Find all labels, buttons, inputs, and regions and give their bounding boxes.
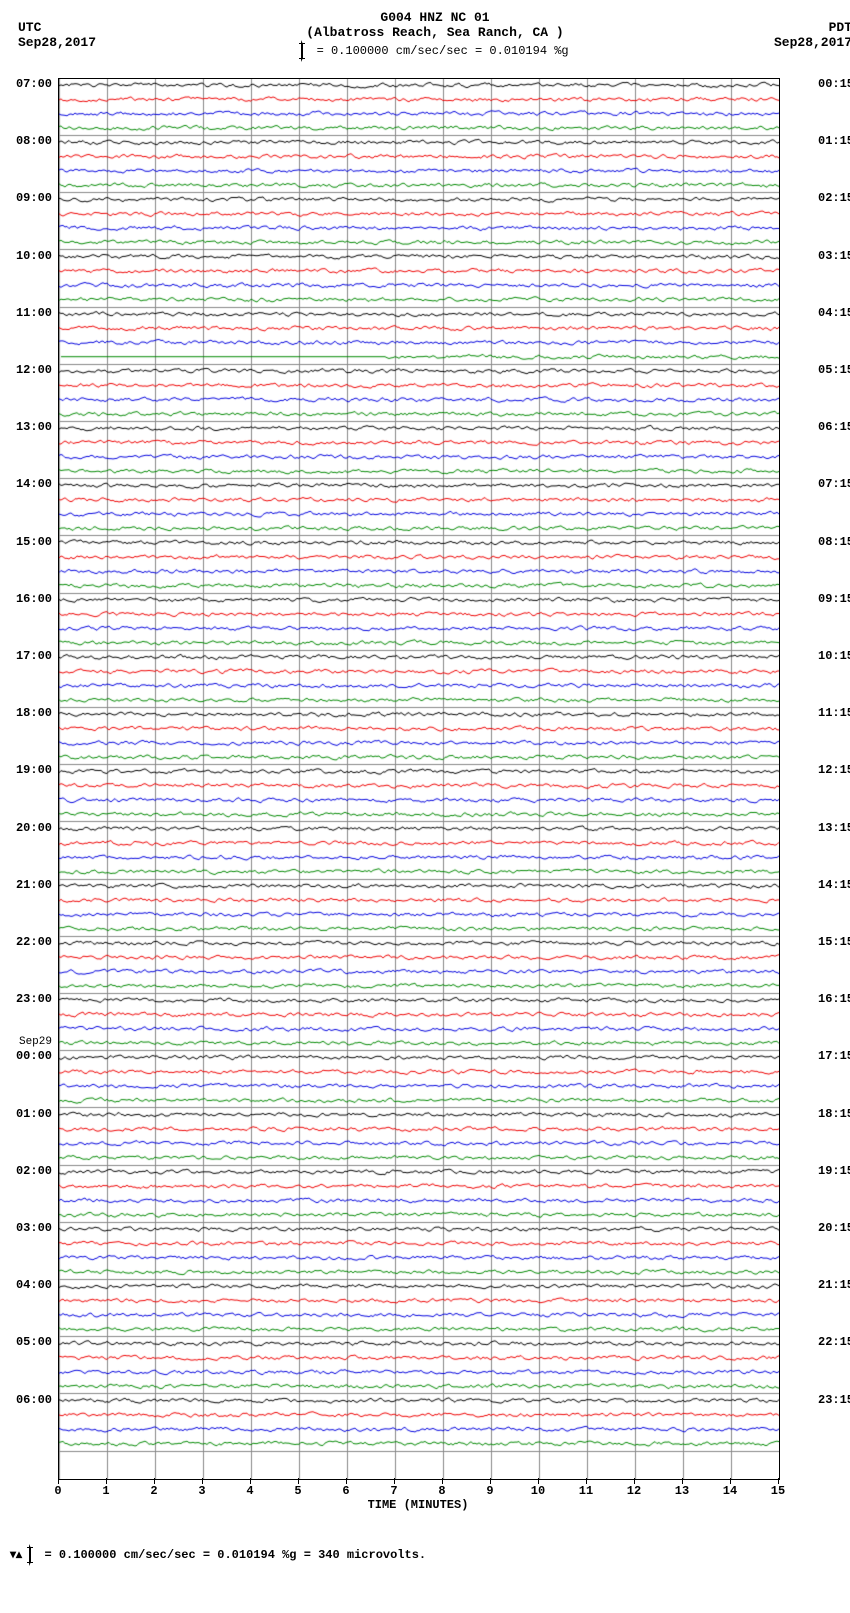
right-time-label: 03:15	[818, 250, 850, 262]
right-time-label: 10:15	[818, 650, 850, 662]
right-time-label: 19:15	[818, 1165, 850, 1177]
scale-text: = 0.100000 cm/sec/sec = 0.010194 %g	[309, 44, 568, 58]
scale-bar-icon	[29, 1544, 33, 1566]
left-time-label: 13:00	[10, 421, 52, 433]
left-time-label: 08:00	[10, 135, 52, 147]
right-time-label: 17:15	[818, 1050, 850, 1062]
right-time-label: 11:15	[818, 707, 850, 719]
x-tick-label: 5	[294, 1484, 301, 1498]
left-time-label: 01:00	[10, 1108, 52, 1120]
tz-right: PDT	[774, 20, 850, 35]
footer-text: = 0.100000 cm/sec/sec = 0.010194 %g = 34…	[37, 1548, 426, 1562]
right-time-label: 12:15	[818, 764, 850, 776]
x-tick-label: 11	[579, 1484, 593, 1498]
right-time-label: 06:15	[818, 421, 850, 433]
left-time-label: 18:00	[10, 707, 52, 719]
x-tick-label: 0	[54, 1484, 61, 1498]
scale-line: = 0.100000 cm/sec/sec = 0.010194 %g	[10, 40, 850, 62]
y-axis-left: 07:00 08:00 09:00 10:00 11:00 12:00 13:00 14:00…	[10, 78, 52, 1478]
left-time-label: 16:00	[10, 593, 52, 605]
right-time-label: 18:15	[818, 1108, 850, 1120]
header-center: G004 HNZ NC 01 (Albatross Reach, Sea Ran…	[10, 10, 850, 62]
left-time-label: 02:00	[10, 1165, 52, 1177]
x-tick-label: 3	[198, 1484, 205, 1498]
right-time-label: 20:15	[818, 1222, 850, 1234]
footer: ▾▴ = 0.100000 cm/sec/sec = 0.010194 %g =…	[10, 1544, 850, 1566]
x-axis-title: TIME (MINUTES)	[58, 1498, 778, 1512]
right-time-label: 15:15	[818, 936, 850, 948]
plot-wrap: 07:00 08:00 09:00 10:00 11:00 12:00 13:00 14:00…	[10, 78, 850, 1478]
left-time-label: 22:00	[10, 936, 52, 948]
header: UTC Sep28,2017 G004 HNZ NC 01 (Albatross…	[10, 10, 850, 70]
station-id: G004 HNZ NC 01	[10, 10, 850, 25]
right-time-label: 23:15	[818, 1394, 850, 1406]
x-tick-label: 6	[342, 1484, 349, 1498]
x-tick-label: 14	[723, 1484, 737, 1498]
x-tick-label: 2	[150, 1484, 157, 1498]
right-time-label: 02:15	[818, 192, 850, 204]
right-time-label: 14:15	[818, 879, 850, 891]
left-time-label: 07:00	[10, 78, 52, 90]
right-time-label: 07:15	[818, 478, 850, 490]
y-axis-right: 00:15 01:15 02:15 03:15 04:15 05:15 06:15 07:15…	[818, 78, 850, 1478]
left-time-label: 11:00	[10, 307, 52, 319]
footer-scale-mark: ▾▴	[10, 1548, 37, 1562]
x-axis: TIME (MINUTES) 0123456789101112131415	[58, 1478, 778, 1514]
header-right: PDT Sep28,2017	[774, 20, 850, 50]
x-tick-label: 9	[486, 1484, 493, 1498]
right-time-label: 08:15	[818, 536, 850, 548]
left-time-label: 05:00	[10, 1336, 52, 1348]
right-time-label: 04:15	[818, 307, 850, 319]
left-time-label: 21:00	[10, 879, 52, 891]
left-time-label: 20:00	[10, 822, 52, 834]
left-time-label: 04:00	[10, 1279, 52, 1291]
right-time-label: 13:15	[818, 822, 850, 834]
left-time-label: 09:00	[10, 192, 52, 204]
date-right: Sep28,2017	[774, 35, 850, 50]
x-tick-label: 13	[675, 1484, 689, 1498]
left-time-label: 23:00	[10, 993, 52, 1005]
x-tick-label: 1	[102, 1484, 109, 1498]
right-time-label: 09:15	[818, 593, 850, 605]
left-time-label: 14:00	[10, 478, 52, 490]
right-time-label: 16:15	[818, 993, 850, 1005]
left-time-label: 17:00	[10, 650, 52, 662]
station-loc: (Albatross Reach, Sea Ranch, CA )	[10, 25, 850, 40]
x-tick-label: 8	[438, 1484, 445, 1498]
x-tick-label: 10	[531, 1484, 545, 1498]
right-time-label: 22:15	[818, 1336, 850, 1348]
left-time-label: 19:00	[10, 764, 52, 776]
right-time-label: 00:15	[818, 78, 850, 90]
left-time-label: 12:00	[10, 364, 52, 376]
left-time-label: 10:00	[10, 250, 52, 262]
x-tick-label: 7	[390, 1484, 397, 1498]
left-time-label: Sep29	[10, 1036, 52, 1048]
seismogram-plot	[58, 78, 780, 1480]
left-time-label: 00:00	[10, 1050, 52, 1062]
x-tick-label: 15	[771, 1484, 785, 1498]
right-time-label: 05:15	[818, 364, 850, 376]
right-time-label: 21:15	[818, 1279, 850, 1291]
left-time-label: 03:00	[10, 1222, 52, 1234]
left-time-label: 15:00	[10, 536, 52, 548]
scale-bar-icon	[301, 40, 305, 62]
traces-canvas	[59, 79, 779, 1479]
right-time-label: 01:15	[818, 135, 850, 147]
x-tick-label: 12	[627, 1484, 641, 1498]
x-tick-label: 4	[246, 1484, 253, 1498]
left-time-label: 06:00	[10, 1394, 52, 1406]
